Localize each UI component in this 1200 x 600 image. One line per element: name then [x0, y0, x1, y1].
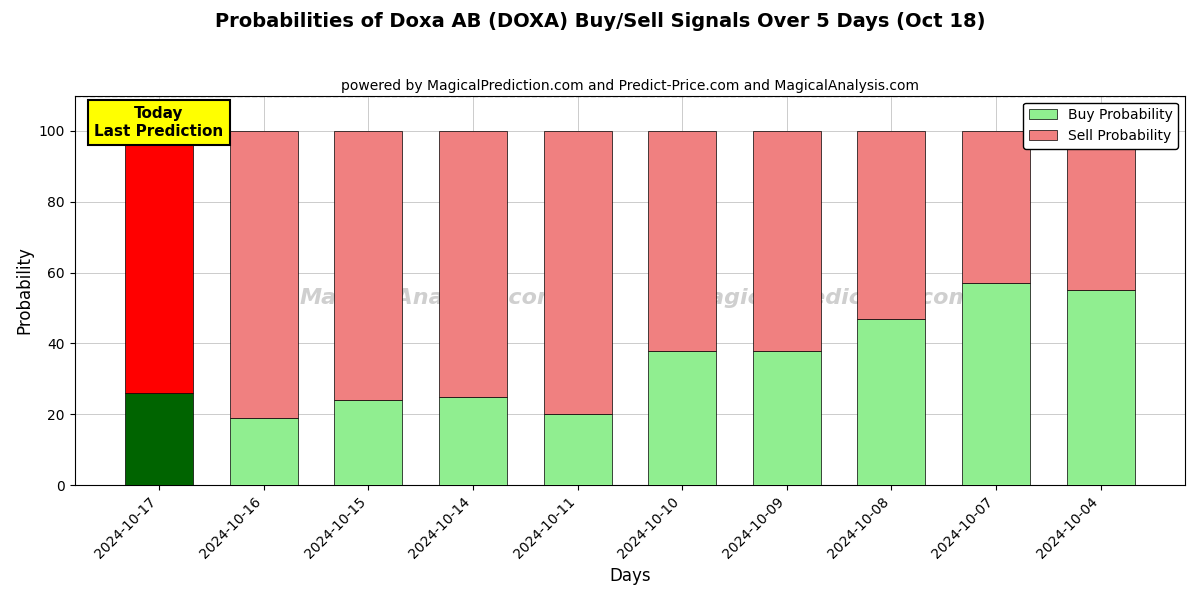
Bar	[544, 415, 612, 485]
Bar	[229, 418, 298, 485]
Title: powered by MagicalPrediction.com and Predict-Price.com and MagicalAnalysis.com: powered by MagicalPrediction.com and Pre…	[341, 79, 919, 93]
Bar	[125, 393, 193, 485]
Bar	[1067, 290, 1134, 485]
Bar	[648, 131, 716, 350]
Text: Today
Last Prediction: Today Last Prediction	[95, 106, 223, 139]
Text: MagicalAnalysis.com: MagicalAnalysis.com	[300, 288, 560, 308]
Text: MagicalPrediction.com: MagicalPrediction.com	[688, 288, 972, 308]
Bar	[857, 319, 925, 485]
Bar	[962, 131, 1030, 283]
Bar	[335, 400, 402, 485]
Bar	[752, 131, 821, 350]
Bar	[1067, 131, 1134, 290]
X-axis label: Days: Days	[610, 567, 650, 585]
Bar	[229, 131, 298, 418]
Bar	[752, 350, 821, 485]
Bar	[335, 131, 402, 400]
Bar	[962, 283, 1030, 485]
Legend: Buy Probability, Sell Probability: Buy Probability, Sell Probability	[1024, 103, 1178, 149]
Bar	[439, 397, 506, 485]
Text: Probabilities of Doxa AB (DOXA) Buy/Sell Signals Over 5 Days (Oct 18): Probabilities of Doxa AB (DOXA) Buy/Sell…	[215, 12, 985, 31]
Bar	[648, 350, 716, 485]
Bar	[544, 131, 612, 415]
Bar	[439, 131, 506, 397]
Y-axis label: Probability: Probability	[16, 247, 34, 334]
Bar	[125, 131, 193, 393]
Bar	[857, 131, 925, 319]
